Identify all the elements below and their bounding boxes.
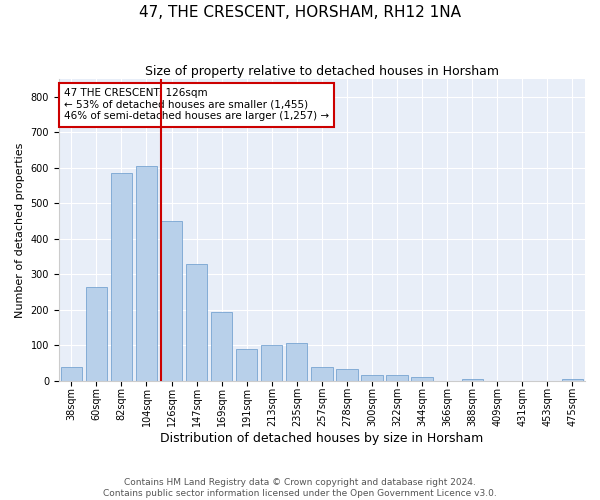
Bar	[311, 367, 332, 380]
X-axis label: Distribution of detached houses by size in Horsham: Distribution of detached houses by size …	[160, 432, 484, 445]
Bar	[336, 370, 358, 380]
Title: Size of property relative to detached houses in Horsham: Size of property relative to detached ho…	[145, 65, 499, 78]
Bar	[261, 345, 283, 380]
Bar	[461, 379, 483, 380]
Bar	[111, 173, 132, 380]
Bar	[286, 344, 307, 380]
Bar	[361, 376, 383, 380]
Bar	[412, 377, 433, 380]
Bar	[61, 367, 82, 380]
Text: 47, THE CRESCENT, HORSHAM, RH12 1NA: 47, THE CRESCENT, HORSHAM, RH12 1NA	[139, 5, 461, 20]
Text: Contains HM Land Registry data © Crown copyright and database right 2024.
Contai: Contains HM Land Registry data © Crown c…	[103, 478, 497, 498]
Y-axis label: Number of detached properties: Number of detached properties	[15, 142, 25, 318]
Bar	[236, 349, 257, 380]
Bar	[386, 376, 408, 380]
Bar	[136, 166, 157, 380]
Bar	[86, 286, 107, 380]
Text: 47 THE CRESCENT: 126sqm
← 53% of detached houses are smaller (1,455)
46% of semi: 47 THE CRESCENT: 126sqm ← 53% of detache…	[64, 88, 329, 122]
Bar	[186, 264, 207, 380]
Bar	[211, 312, 232, 380]
Bar	[562, 379, 583, 380]
Bar	[161, 221, 182, 380]
